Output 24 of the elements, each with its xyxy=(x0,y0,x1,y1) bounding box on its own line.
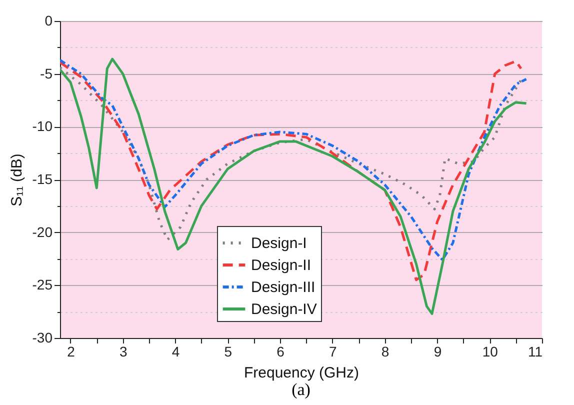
x-tick-label: 2 xyxy=(67,344,76,360)
legend-label: Design-IV xyxy=(251,301,317,318)
legend-label: Design-I xyxy=(251,235,307,252)
x-tick-label: 8 xyxy=(381,344,390,360)
y-axis-title: S₁₁ (dB) xyxy=(8,154,26,206)
x-tick-label: 4 xyxy=(172,344,180,360)
x-tick-label: 7 xyxy=(329,344,338,360)
x-tick-label: 10 xyxy=(482,344,498,360)
y-tick-label: -5 xyxy=(40,65,53,82)
y-tick-label: -25 xyxy=(32,276,53,293)
legend-label: Design-II xyxy=(251,257,312,274)
x-tick-label: 5 xyxy=(224,344,232,360)
y-tick-label: 0 xyxy=(44,12,53,28)
y-tick-label: -20 xyxy=(32,224,53,240)
x-tick-label: 6 xyxy=(276,344,285,360)
x-tick-label: 11 xyxy=(528,344,543,360)
x-tick-label: 9 xyxy=(434,344,442,360)
x-tick-label: 3 xyxy=(119,344,128,360)
legend-label: Design-III xyxy=(251,279,316,296)
y-tick-label: -15 xyxy=(32,171,53,187)
text: (a) xyxy=(292,380,310,399)
x-axis-title: Frequency (GHz) xyxy=(244,364,360,382)
y-tick-label: -10 xyxy=(32,118,53,134)
y-tick-label: -30 xyxy=(32,330,53,346)
